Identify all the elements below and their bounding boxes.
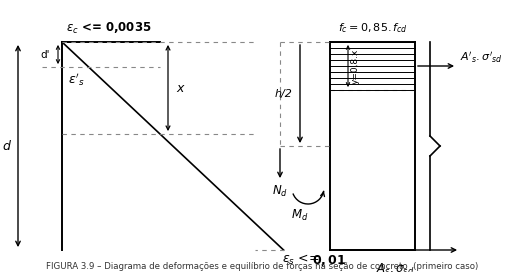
Text: $A_s.\sigma_{sd}$: $A_s.\sigma_{sd}$	[376, 262, 414, 272]
Text: $M_d$: $M_d$	[291, 208, 309, 223]
Text: $A'_s.\sigma'_{sd}$: $A'_s.\sigma'_{sd}$	[460, 50, 503, 65]
Text: FIGURA 3.9 – Diagrama de deformações e equilíbrio de forças na seção de concreto: FIGURA 3.9 – Diagrama de deformações e e…	[46, 262, 478, 271]
Text: $N_d$: $N_d$	[272, 184, 288, 199]
Text: d: d	[2, 140, 10, 153]
Text: h/2: h/2	[274, 89, 292, 99]
Text: d': d'	[40, 50, 50, 60]
Text: $\varepsilon'_s$: $\varepsilon'_s$	[68, 71, 84, 88]
Text: y=0,8.x: y=0,8.x	[351, 48, 360, 84]
Text: $\mathbf{0,01}$: $\mathbf{0,01}$	[312, 253, 346, 268]
Text: x: x	[176, 82, 183, 94]
Text: $\varepsilon_s$ <=: $\varepsilon_s$ <=	[281, 253, 320, 267]
Text: $\varepsilon_c$ <= 0,0035: $\varepsilon_c$ <= 0,0035	[66, 21, 151, 36]
Text: $f_c=0,85.f_{cd}$: $f_c=0,85.f_{cd}$	[337, 21, 408, 35]
